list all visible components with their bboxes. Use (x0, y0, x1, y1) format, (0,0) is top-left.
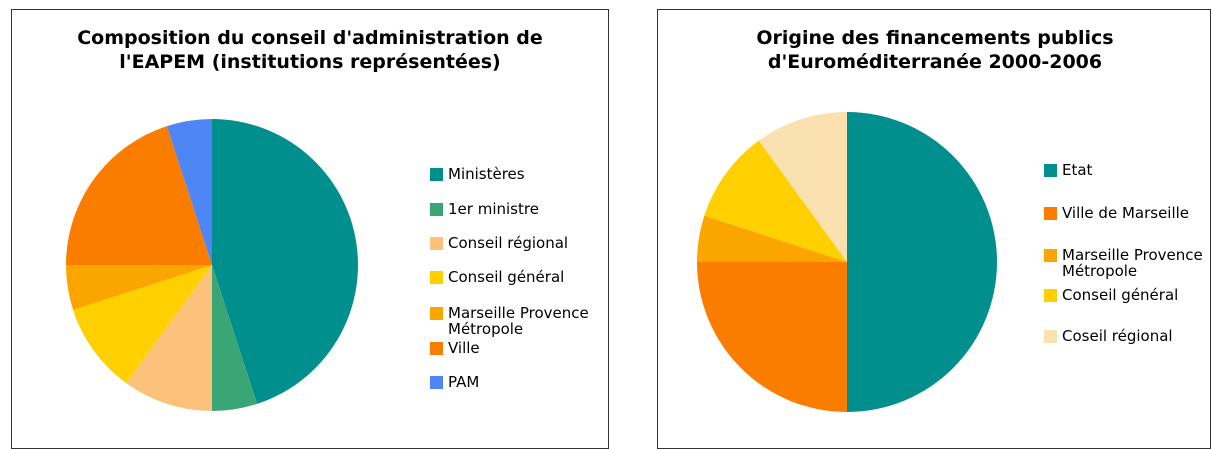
legend-label: Ministères (448, 165, 525, 183)
legend-label: Ville de Marseille (1062, 204, 1190, 222)
pie-slice (847, 112, 997, 412)
legend-item: Etat (1044, 162, 1214, 178)
legend-label: Coseil régional (1062, 327, 1173, 345)
pie-slice (126, 265, 212, 411)
legend-swatch (430, 342, 443, 355)
pie-slice (697, 215, 847, 262)
legend-item: Conseil général (430, 269, 605, 285)
pie-slice (704, 140, 847, 262)
legend-label: PAM (448, 373, 480, 391)
legend-item: Ville (430, 340, 605, 356)
legend-swatch (430, 271, 443, 284)
pie-slice (66, 265, 212, 311)
legend-label: Conseil général (448, 268, 565, 286)
legend-swatch (430, 203, 443, 216)
pie-slice (73, 265, 212, 384)
legend-swatch (430, 307, 443, 320)
legend-item: Ministères (430, 166, 605, 182)
legend-label: Marseille Provence Métropole (448, 304, 589, 338)
legend-label: Marseille Provence Métropole (1062, 246, 1203, 280)
legend-swatch (430, 168, 443, 181)
legend-swatch (1044, 164, 1057, 177)
legend-item: Marseille Provence Métropole (430, 305, 605, 337)
pie-slice (697, 262, 847, 412)
legend-swatch (430, 376, 443, 389)
legend-item: Conseil régional (430, 235, 605, 251)
legend-label: Ville (448, 339, 480, 357)
legend-swatch (1044, 207, 1057, 220)
legend-label: 1er ministre (448, 200, 539, 218)
legend-swatch (1044, 249, 1057, 262)
legend-item: 1er ministre (430, 201, 605, 217)
legend-label: Conseil régional (448, 234, 569, 252)
legend-item: Marseille Provence Métropole (1044, 247, 1214, 279)
legend-item: Ville de Marseille (1044, 205, 1214, 221)
pie-slice (212, 265, 258, 411)
legend-swatch (1044, 289, 1057, 302)
pie-slice (212, 119, 358, 404)
chart-title: Composition du conseil d'administration … (77, 27, 543, 73)
legend-label: Etat (1062, 161, 1093, 179)
pie-slice (166, 119, 212, 265)
page: Composition du conseil d'administration … (11, 9, 1214, 449)
legend-swatch (430, 237, 443, 250)
charts (66, 112, 997, 412)
legend-item: Coseil régional (1044, 328, 1214, 344)
legend-item: Conseil général (1044, 287, 1214, 303)
chart-title: Origine des financements publics d'Eurom… (756, 27, 1114, 73)
pie-slice (66, 126, 212, 265)
legend-label: Conseil général (1062, 286, 1179, 304)
pie-slice (758, 112, 847, 262)
legend-item: PAM (430, 374, 605, 390)
legend-swatch (1044, 330, 1057, 343)
